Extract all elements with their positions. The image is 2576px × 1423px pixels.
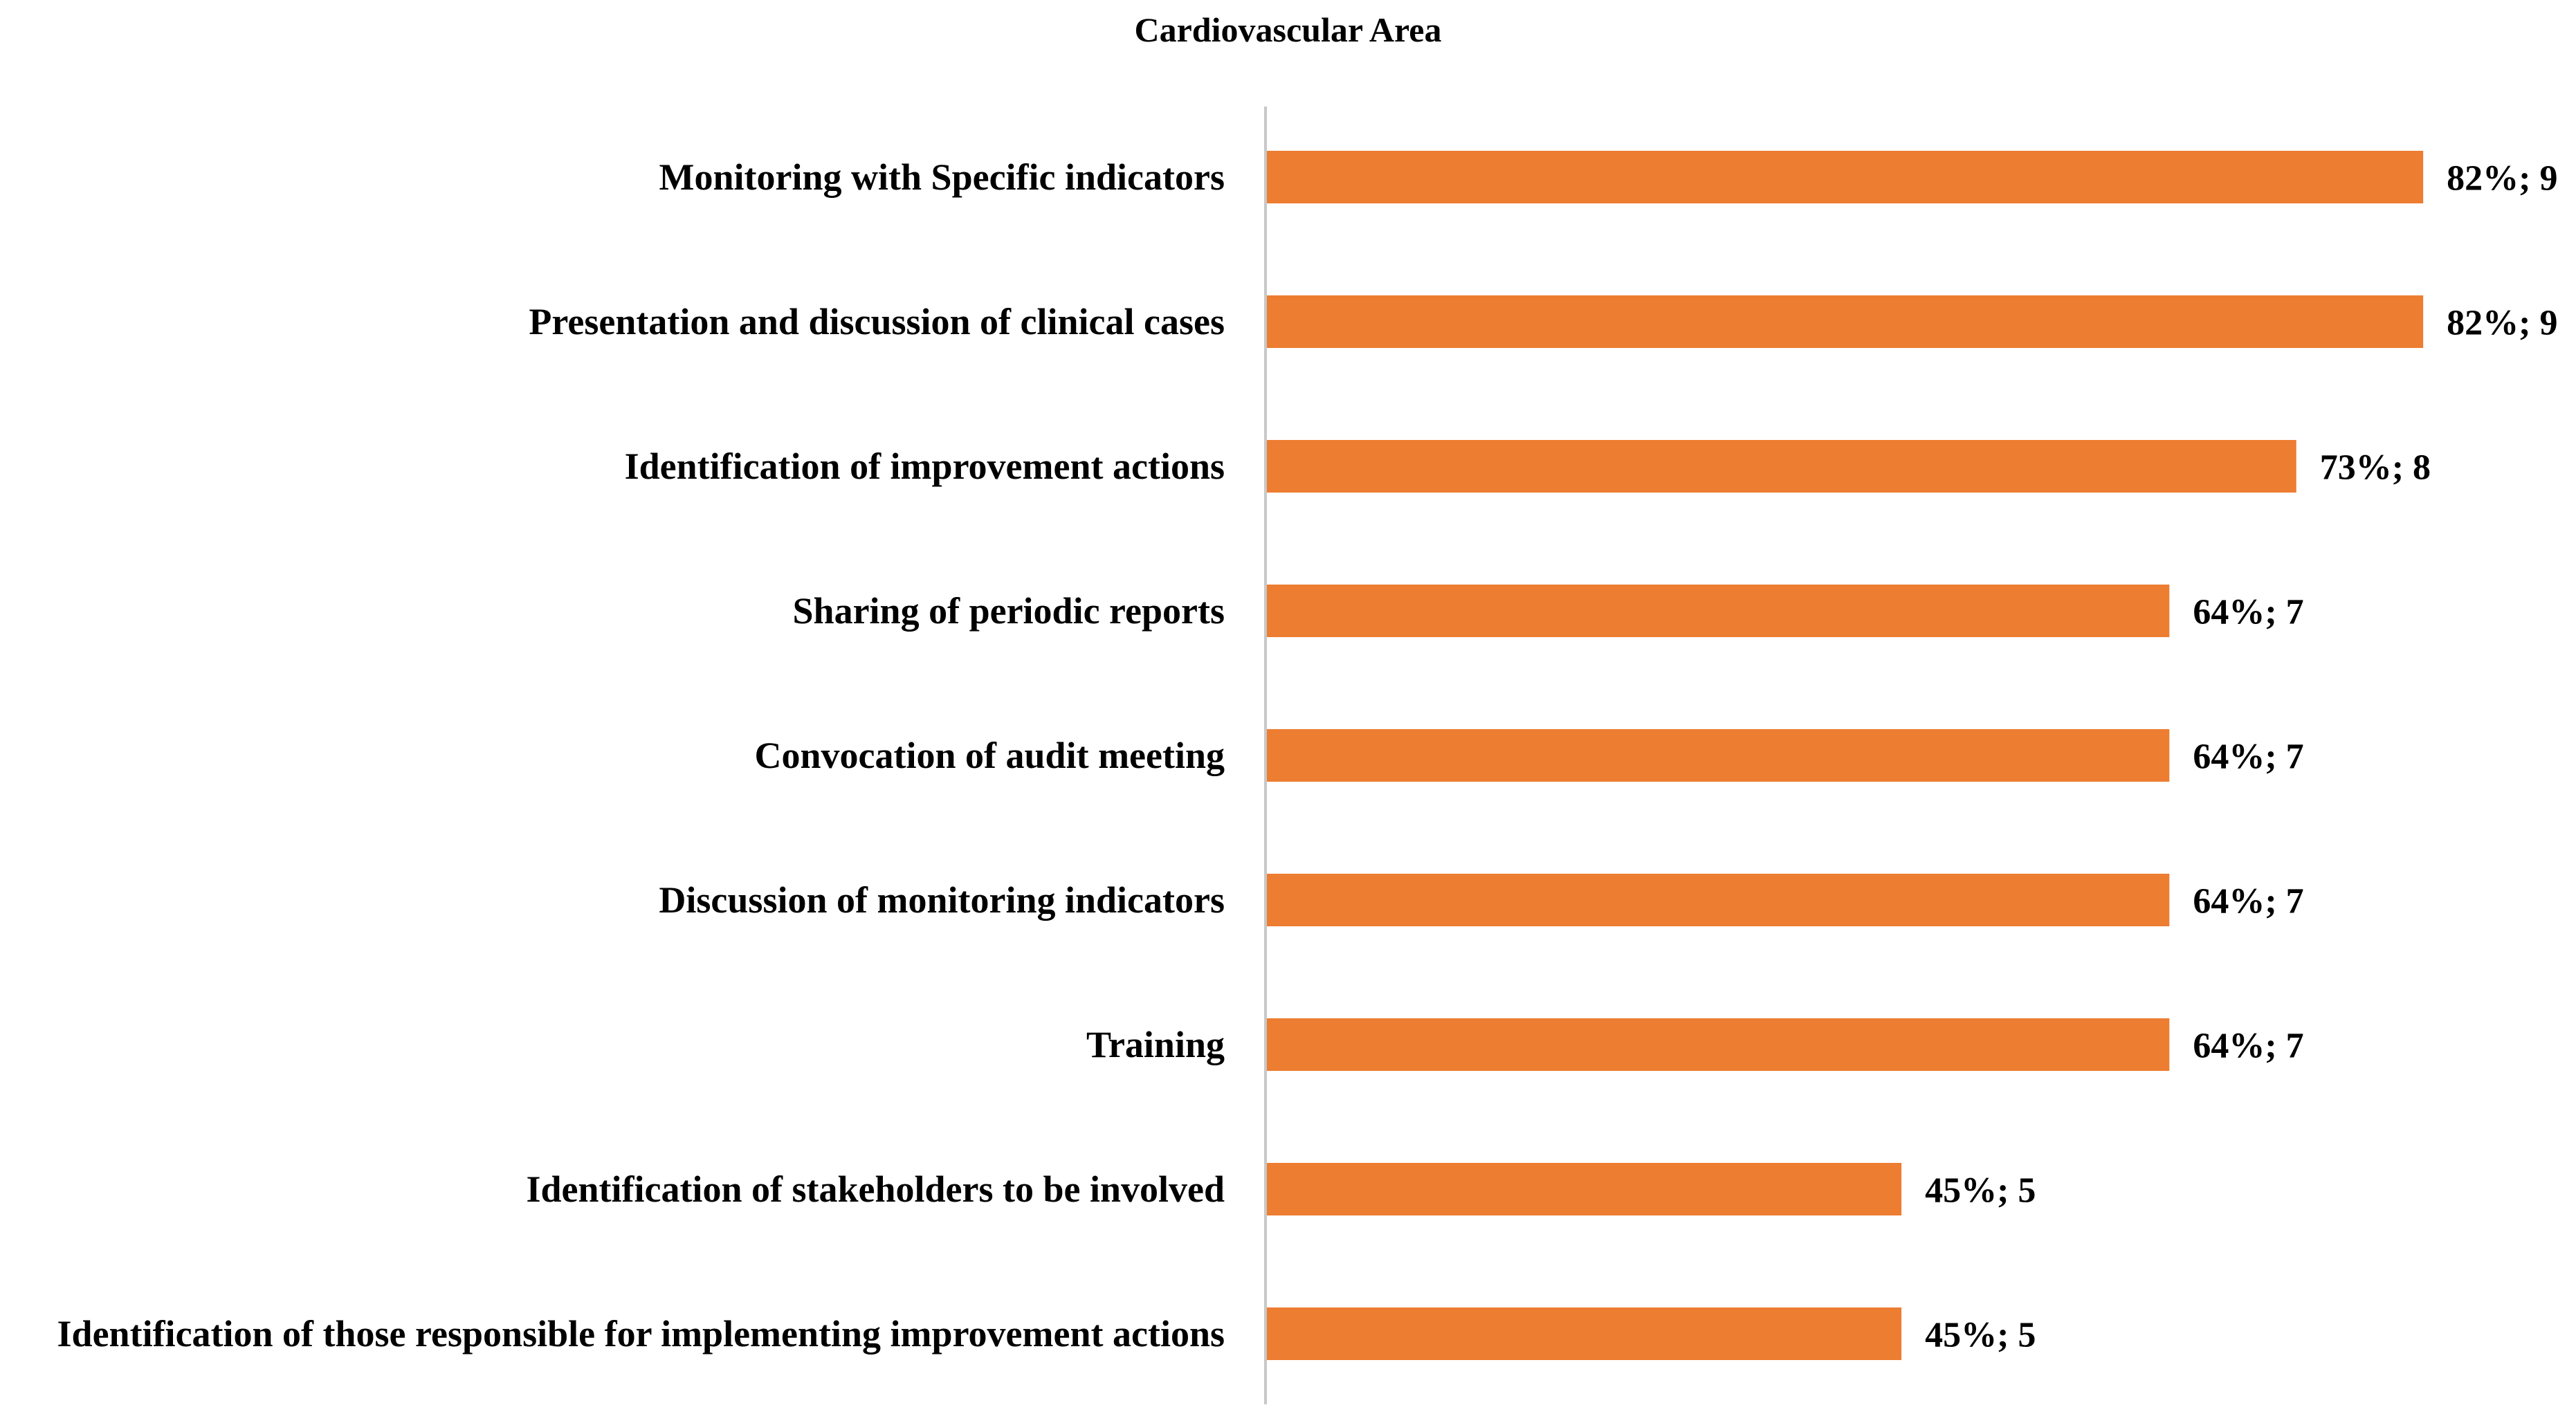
- category-label-box: Identification of those responsible for …: [7, 1265, 1225, 1403]
- category-label: Convocation of audit meeting: [754, 735, 1225, 776]
- value-label: 64%; 7: [2193, 737, 2304, 777]
- category-label-box: Convocation of audit meeting: [7, 686, 1225, 825]
- category-label-box: Monitoring with Specific indicators: [7, 108, 1225, 246]
- bar: [1267, 1018, 2170, 1071]
- bar: [1267, 151, 2424, 203]
- value-label: 82%; 9: [2447, 303, 2558, 343]
- category-label-box: Presentation and discussion of clinical …: [7, 253, 1225, 391]
- bar: [1267, 295, 2424, 348]
- category-label: Presentation and discussion of clinical …: [529, 301, 1225, 342]
- bar: [1267, 729, 2170, 782]
- value-label: 64%; 7: [2193, 1026, 2304, 1066]
- value-label: 82%; 9: [2447, 158, 2558, 199]
- value-label: 45%; 5: [1925, 1170, 2036, 1211]
- category-label-box: Training: [7, 975, 1225, 1114]
- bar: [1267, 874, 2170, 926]
- category-label-box: Sharing of periodic reports: [7, 542, 1225, 680]
- bar: [1267, 440, 2296, 493]
- category-label-box: Identification of improvement actions: [7, 397, 1225, 535]
- category-label-box: Identification of stakeholders to be inv…: [7, 1120, 1225, 1258]
- value-label: 45%; 5: [1925, 1315, 2036, 1355]
- chart-title: Cardiovascular Area: [1134, 10, 1442, 49]
- category-label: Identification of improvement actions: [624, 446, 1225, 487]
- value-label: 64%; 7: [2193, 592, 2304, 632]
- category-label: Identification of those responsible for …: [57, 1313, 1225, 1355]
- category-label: Sharing of periodic reports: [792, 590, 1225, 632]
- value-label: 73%; 8: [2319, 448, 2431, 488]
- category-label: Training: [1086, 1024, 1225, 1065]
- category-label: Discussion of monitoring indicators: [659, 879, 1225, 921]
- bar: [1267, 585, 2170, 637]
- category-label: Monitoring with Specific indicators: [659, 156, 1225, 198]
- category-label: Identification of stakeholders to be inv…: [526, 1168, 1225, 1210]
- bar: [1267, 1307, 1902, 1360]
- category-label-box: Discussion of monitoring indicators: [7, 831, 1225, 969]
- bar: [1267, 1163, 1902, 1215]
- value-label: 64%; 7: [2193, 881, 2304, 921]
